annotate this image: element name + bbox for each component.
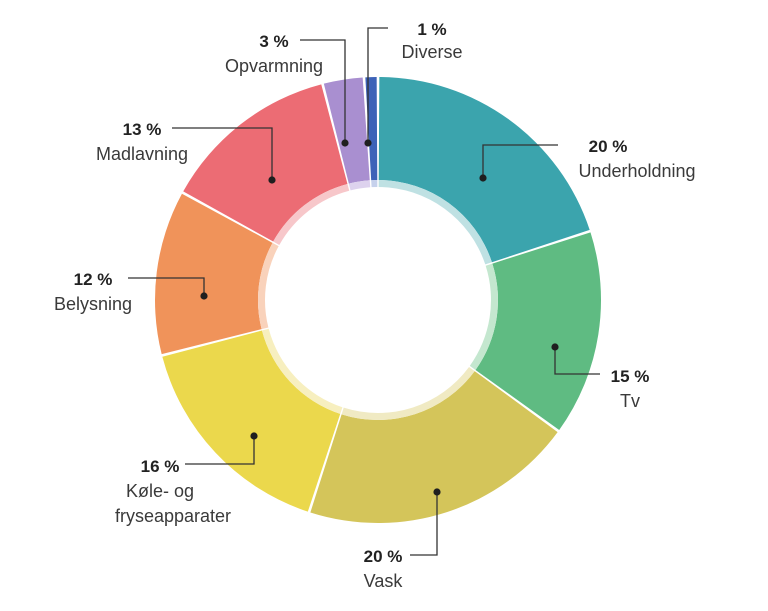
leader-line-tv xyxy=(554,347,600,375)
leader-lines xyxy=(128,27,600,556)
slice-inner-ring-belysning xyxy=(258,242,279,330)
percent-label-tv: 15 % xyxy=(611,367,650,386)
category-label-vask: Vask xyxy=(364,571,404,591)
slice-inner-ring-opvarmning xyxy=(348,180,371,191)
leader-dot-underholdning xyxy=(479,174,487,182)
category-label-diverse: Diverse xyxy=(401,42,462,62)
leader-dot-vask xyxy=(433,488,441,496)
slice-labels: 20 % Underholdning 15 % Tv 20 % Vask 16 % Køle-… xyxy=(54,20,696,591)
leader-line-køle-og-fryseapparater xyxy=(185,436,255,465)
slice-inner-ring-diverse xyxy=(371,180,378,188)
slice-tv xyxy=(475,232,601,430)
donut-slices xyxy=(155,77,601,523)
leader-line-madlavning xyxy=(172,127,273,180)
category-label-opvarmning: Opvarmning xyxy=(225,56,323,76)
slice-opvarmning xyxy=(323,77,370,184)
slice-madlavning xyxy=(183,84,348,242)
leader-dot-opvarmning xyxy=(341,139,349,147)
percent-label-underholdning: 20 % xyxy=(589,137,628,156)
leader-dot-madlavning xyxy=(268,176,276,184)
category-label-madlavning: Madlavning xyxy=(96,144,188,164)
percent-label-belysning: 12 % xyxy=(74,270,113,289)
percent-label-diverse: 1 % xyxy=(417,20,446,39)
category-label-underholdning: Underholdning xyxy=(578,161,695,181)
slice-inner-ring-underholdning xyxy=(378,180,492,265)
leader-dot-diverse xyxy=(364,139,372,147)
category-label-tv: Tv xyxy=(620,391,640,411)
leader-line-diverse xyxy=(367,27,388,143)
slice-inner-ring-madlavning xyxy=(273,183,350,245)
leader-line-belysning xyxy=(128,277,205,296)
leader-dot-tv xyxy=(551,343,559,351)
leader-line-underholdning xyxy=(482,144,558,178)
slice-inner-ring-tv xyxy=(469,263,498,370)
slice-køle-og-fryseapparater xyxy=(162,330,341,512)
leader-line-opvarmning xyxy=(300,39,346,143)
leader-dot-køle-og-fryseapparater xyxy=(250,432,258,440)
category-label-køle-og-fryseapparater: Køle- og xyxy=(126,481,194,501)
percent-label-køle-og-fryseapparater: 16 % xyxy=(141,457,180,476)
percent-label-opvarmning: 3 % xyxy=(259,32,288,51)
leader-line-vask xyxy=(410,492,438,556)
percent-label-vask: 20 % xyxy=(364,547,403,566)
slice-inner-ring-vask xyxy=(341,366,475,420)
slice-belysning xyxy=(155,193,273,355)
leader-dot-belysning xyxy=(200,292,208,300)
percent-label-madlavning: 13 % xyxy=(123,120,162,139)
slice-underholdning xyxy=(378,77,590,263)
category-label-køle-og-fryseapparater-line2: fryseapparater xyxy=(115,506,231,526)
slice-vask xyxy=(310,371,558,523)
slice-inner-ring-køle-og-fryseapparater xyxy=(261,328,343,414)
category-label-belysning: Belysning xyxy=(54,294,132,314)
